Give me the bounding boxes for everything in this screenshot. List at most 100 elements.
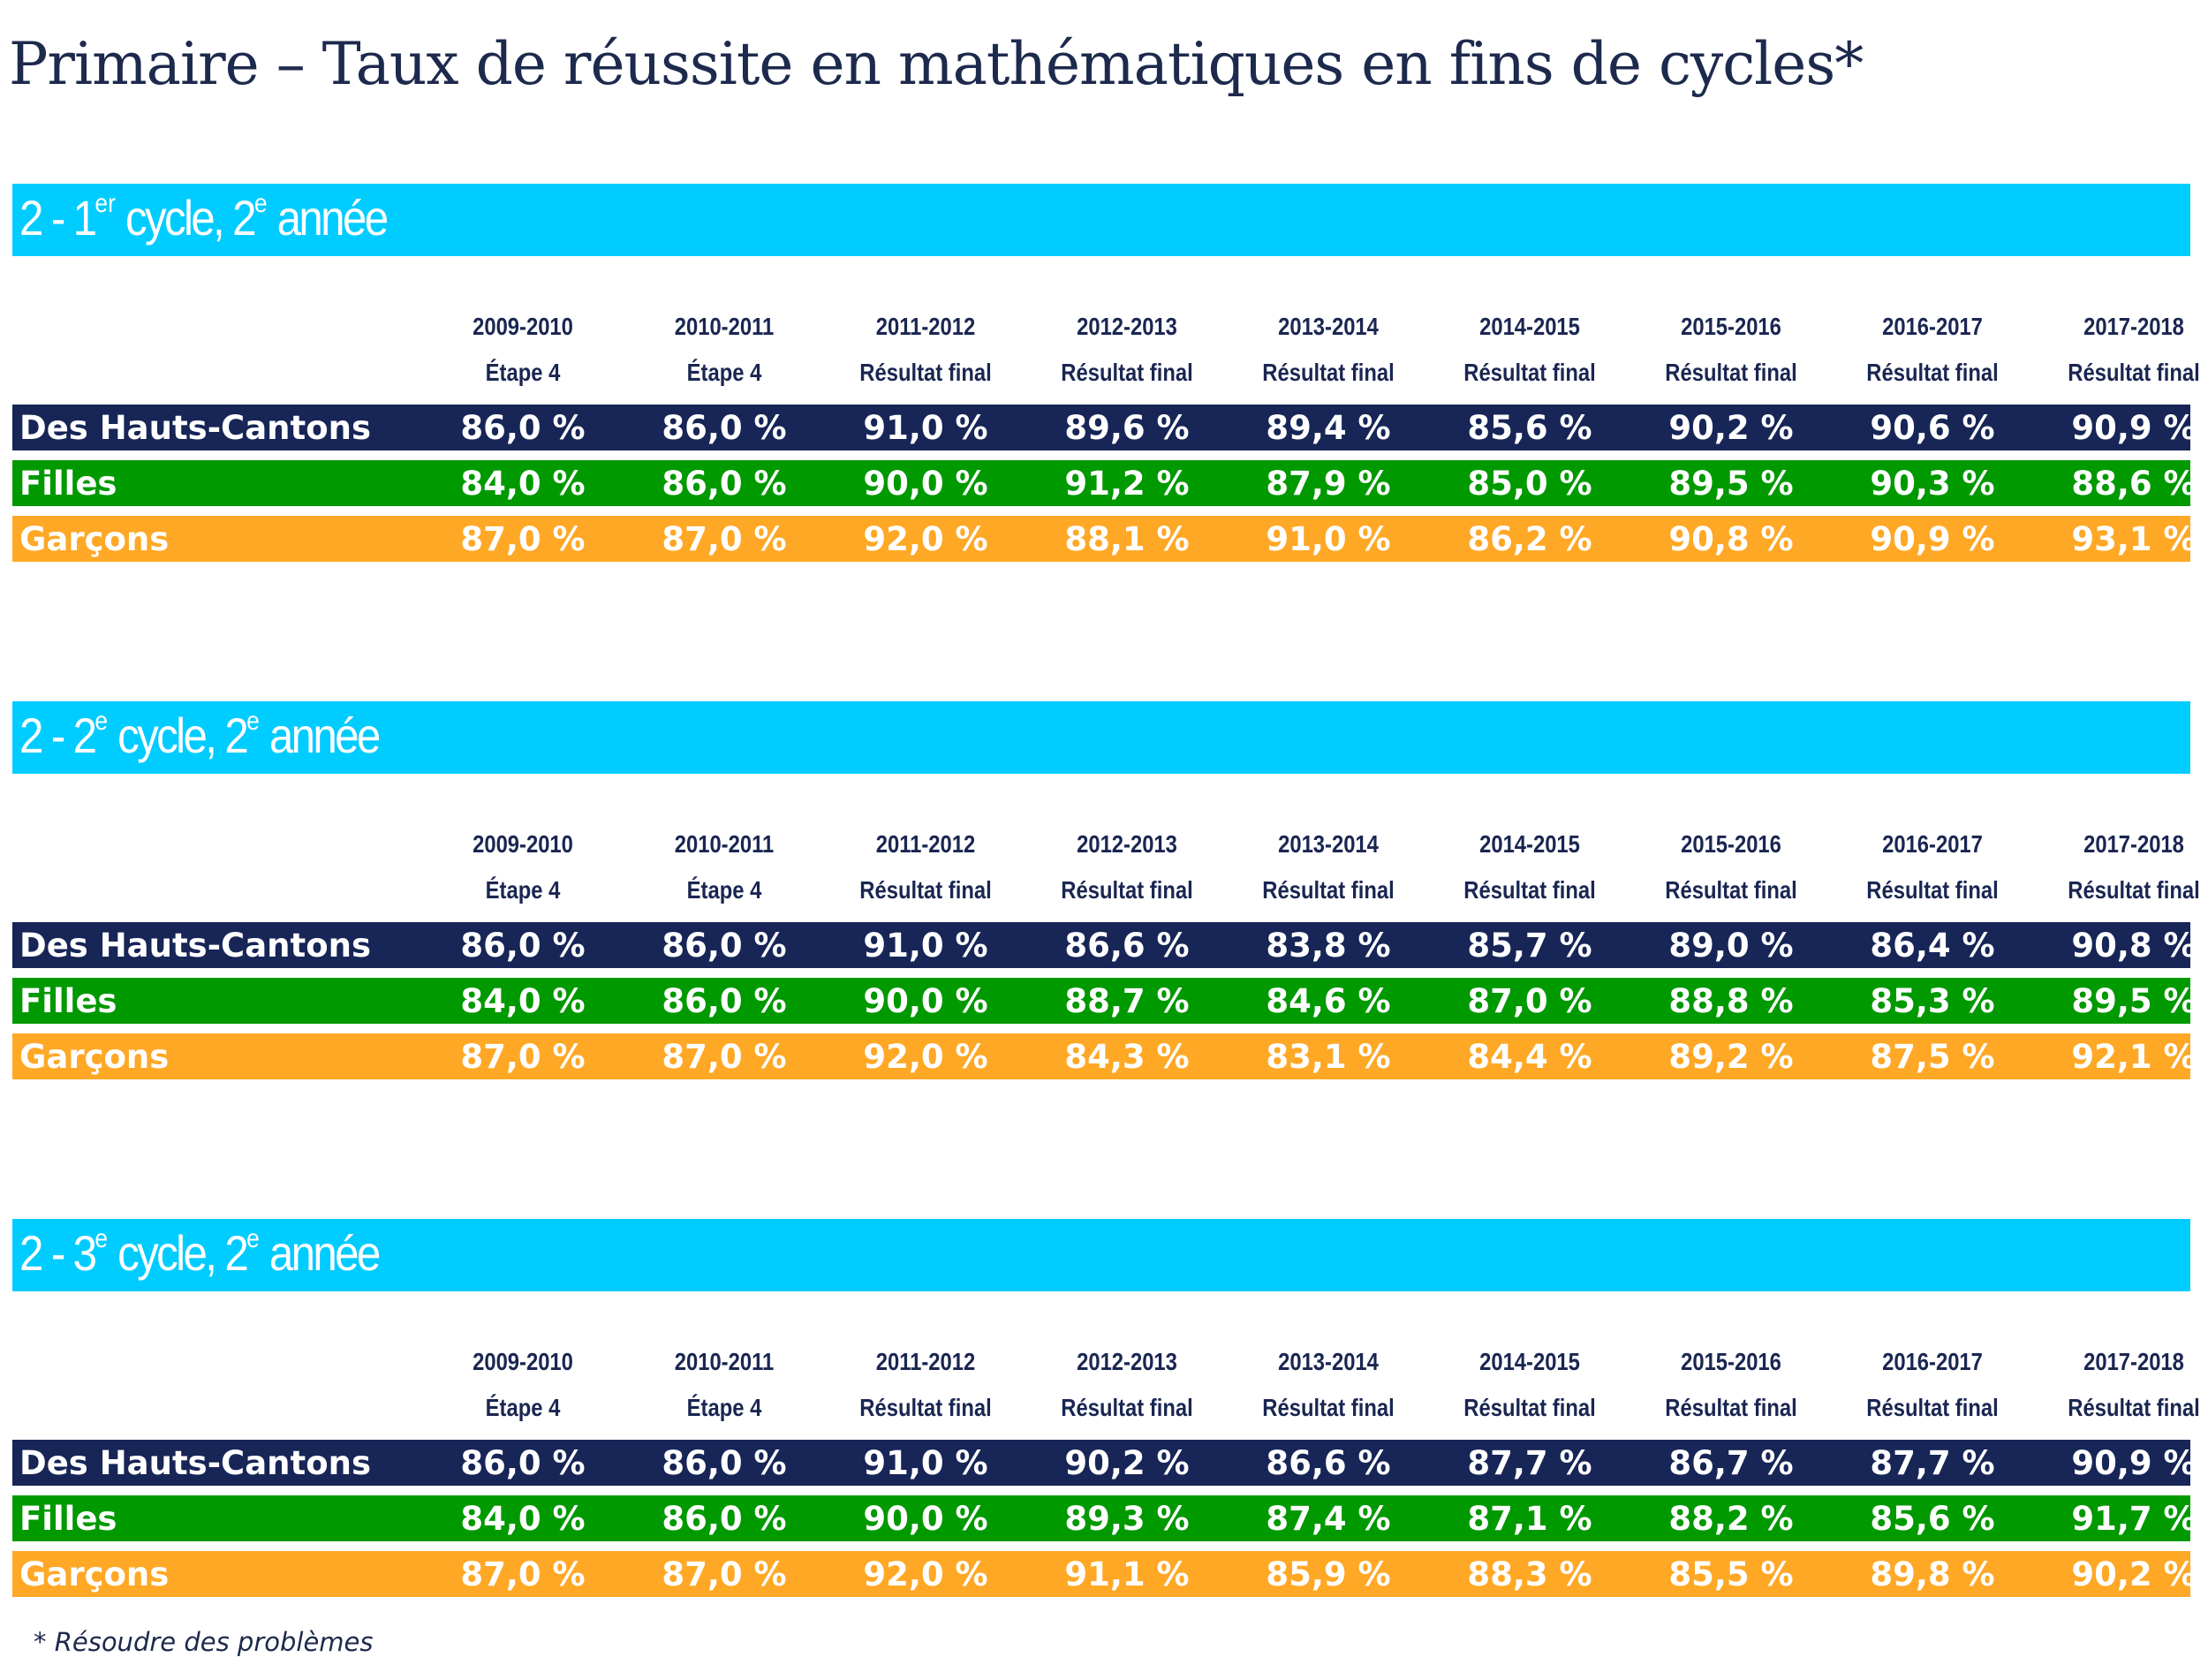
- rate-cell: 85,6 %: [1870, 1500, 1995, 1538]
- section-title: 2 - 3e cycle, 2e année: [19, 1224, 381, 1282]
- column-header: 2011-2012 Résultat final: [837, 821, 1014, 913]
- section-title-part: e: [246, 1224, 260, 1253]
- rate-cell: 88,2 %: [1668, 1500, 1794, 1538]
- rate-cell: 90,2 %: [2071, 1555, 2197, 1593]
- column-header: 2015-2016 Résultat final: [1643, 1339, 1819, 1431]
- rate-cell: 92,0 %: [863, 520, 988, 558]
- column-header: 2016-2017 Résultat final: [1844, 1339, 2021, 1431]
- rate-cell: 87,9 %: [1266, 465, 1391, 503]
- column-step: Résultat final: [1665, 359, 1797, 386]
- column-step: Résultat final: [2068, 876, 2200, 904]
- rate-cell: 91,0 %: [1266, 520, 1391, 558]
- rate-cell: 84,3 %: [1064, 1038, 1190, 1076]
- rate-cell: 90,0 %: [863, 982, 988, 1020]
- column-header: 2011-2012 Résultat final: [837, 304, 1014, 396]
- rate-cell: 90,0 %: [863, 1500, 988, 1538]
- rate-cell: 87,7 %: [1467, 1444, 1592, 1482]
- rate-cell: 86,0 %: [662, 927, 787, 965]
- rate-cell: 92,0 %: [863, 1555, 988, 1593]
- row-label: Des Hauts-Cantons: [19, 927, 371, 965]
- column-step: Résultat final: [1665, 1394, 1797, 1421]
- column-year: 2011-2012: [875, 313, 976, 340]
- column-year: 2013-2014: [1278, 313, 1379, 340]
- row-garcons: Garçons 87,0 % 87,0 % 92,0 % 91,1 % 85,9 % 88,…: [12, 1551, 2197, 1597]
- row-des-hauts-cantons: Des Hauts-Cantons 86,0 % 86,0 % 91,0 % 86,6 …: [12, 922, 2197, 968]
- rate-cell: 84,0 %: [460, 982, 586, 1020]
- rate-cell: 89,5 %: [1668, 465, 1794, 503]
- rate-cell: 90,9 %: [1870, 520, 1995, 558]
- column-year: 2011-2012: [875, 1348, 976, 1375]
- column-header: 2017-2018 Résultat final: [2045, 1339, 2208, 1431]
- rate-cell: 86,6 %: [1064, 927, 1190, 965]
- rate-cell: 86,0 %: [460, 927, 586, 965]
- rate-cell: 86,0 %: [662, 1444, 787, 1482]
- section-title-part: 2 - 2: [19, 708, 97, 763]
- rate-cell: 88,3 %: [1467, 1555, 1592, 1593]
- column-header: 2016-2017 Résultat final: [1844, 304, 2021, 396]
- rate-cell: 87,5 %: [1870, 1038, 1995, 1076]
- column-header: 2012-2013 Résultat final: [1039, 1339, 1215, 1431]
- column-year: 2015-2016: [1681, 1348, 1781, 1375]
- rate-cell: 87,0 %: [662, 520, 787, 558]
- rate-cell: 90,2 %: [1668, 409, 1794, 447]
- column-step: Résultat final: [1262, 1394, 1395, 1421]
- rate-cell: 85,0 %: [1467, 465, 1592, 503]
- column-year: 2013-2014: [1278, 830, 1379, 858]
- column-year: 2015-2016: [1681, 313, 1781, 340]
- section-banner: 2 - 1er cycle, 2e année: [12, 184, 2190, 256]
- rate-cell: 86,6 %: [1266, 1444, 1391, 1482]
- row-label: Garçons: [19, 1038, 170, 1076]
- rate-cell: 90,0 %: [863, 465, 988, 503]
- column-year: 2016-2017: [1882, 830, 1983, 858]
- column-year: 2009-2010: [473, 830, 573, 858]
- rate-cell: 89,2 %: [1668, 1038, 1794, 1076]
- rate-cell: 88,1 %: [1064, 520, 1190, 558]
- column-header: 2011-2012 Résultat final: [837, 1339, 1014, 1431]
- column-header: 2013-2014 Résultat final: [1240, 1339, 1417, 1431]
- column-header: 2012-2013 Résultat final: [1039, 304, 1215, 396]
- row-label: Garçons: [19, 520, 170, 558]
- column-step: Résultat final: [1866, 359, 1999, 386]
- column-step: Résultat final: [1665, 876, 1797, 904]
- rate-cell: 87,0 %: [662, 1038, 787, 1076]
- column-step: Résultat final: [2068, 1394, 2200, 1421]
- rate-cell: 85,9 %: [1266, 1555, 1391, 1593]
- row-des-hauts-cantons: Des Hauts-Cantons 86,0 % 86,0 % 91,0 % 90,2 …: [12, 1440, 2197, 1486]
- column-step: Étape 4: [686, 359, 762, 386]
- column-step: Résultat final: [1061, 1394, 1193, 1421]
- rate-cell: 92,0 %: [863, 1038, 988, 1076]
- section-title-part: e: [95, 1224, 109, 1253]
- column-header: 2009-2010 Étape 4: [435, 1339, 611, 1431]
- rate-cell: 85,3 %: [1870, 982, 1995, 1020]
- column-year: 2011-2012: [875, 830, 976, 858]
- column-year: 2009-2010: [473, 313, 573, 340]
- rate-cell: 90,3 %: [1870, 465, 1995, 503]
- rate-cell: 88,7 %: [1064, 982, 1190, 1020]
- row-filles: Filles 84,0 % 86,0 % 90,0 % 88,7 % 84,6 % 87,0…: [12, 978, 2197, 1024]
- rate-cell: 87,0 %: [460, 520, 586, 558]
- rate-cell: 84,4 %: [1467, 1038, 1592, 1076]
- rate-cell: 86,0 %: [662, 982, 787, 1020]
- rate-cell: 87,0 %: [460, 1038, 586, 1076]
- rate-cell: 88,6 %: [2071, 465, 2197, 503]
- section-banner: 2 - 2e cycle, 2e année: [12, 701, 2190, 774]
- row-garcons: Garçons 87,0 % 87,0 % 92,0 % 84,3 % 83,1 % 84,…: [12, 1033, 2197, 1079]
- rate-cell: 90,2 %: [1064, 1444, 1190, 1482]
- rate-cell: 83,8 %: [1266, 927, 1391, 965]
- row-label: Garçons: [19, 1555, 170, 1593]
- column-year: 2012-2013: [1077, 313, 1177, 340]
- rate-cell: 86,0 %: [662, 465, 787, 503]
- rate-cell: 90,9 %: [2071, 409, 2197, 447]
- row-label: Filles: [19, 465, 117, 503]
- section-title-part: année: [259, 1225, 381, 1281]
- column-year: 2012-2013: [1077, 1348, 1177, 1375]
- column-step: Résultat final: [1866, 876, 1999, 904]
- column-step: Résultat final: [1262, 359, 1395, 386]
- rate-cell: 89,8 %: [1870, 1555, 1995, 1593]
- rate-cell: 85,6 %: [1467, 409, 1592, 447]
- rate-cell: 91,7 %: [2071, 1500, 2197, 1538]
- column-step: Étape 4: [485, 1394, 561, 1421]
- column-step: Résultat final: [2068, 359, 2200, 386]
- rate-cell: 84,0 %: [460, 465, 586, 503]
- column-step: Résultat final: [1061, 876, 1193, 904]
